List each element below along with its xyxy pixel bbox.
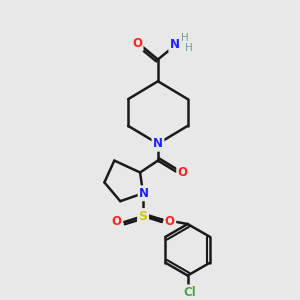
- Text: N: N: [153, 137, 163, 150]
- Text: S: S: [139, 210, 148, 223]
- Text: H: H: [181, 33, 189, 43]
- Text: N: N: [170, 38, 180, 51]
- Text: H: H: [185, 43, 193, 52]
- Text: Cl: Cl: [183, 286, 196, 299]
- Text: O: O: [132, 37, 142, 50]
- Text: N: N: [139, 187, 149, 200]
- Text: O: O: [178, 166, 188, 179]
- Text: O: O: [111, 214, 121, 227]
- Text: O: O: [165, 214, 175, 227]
